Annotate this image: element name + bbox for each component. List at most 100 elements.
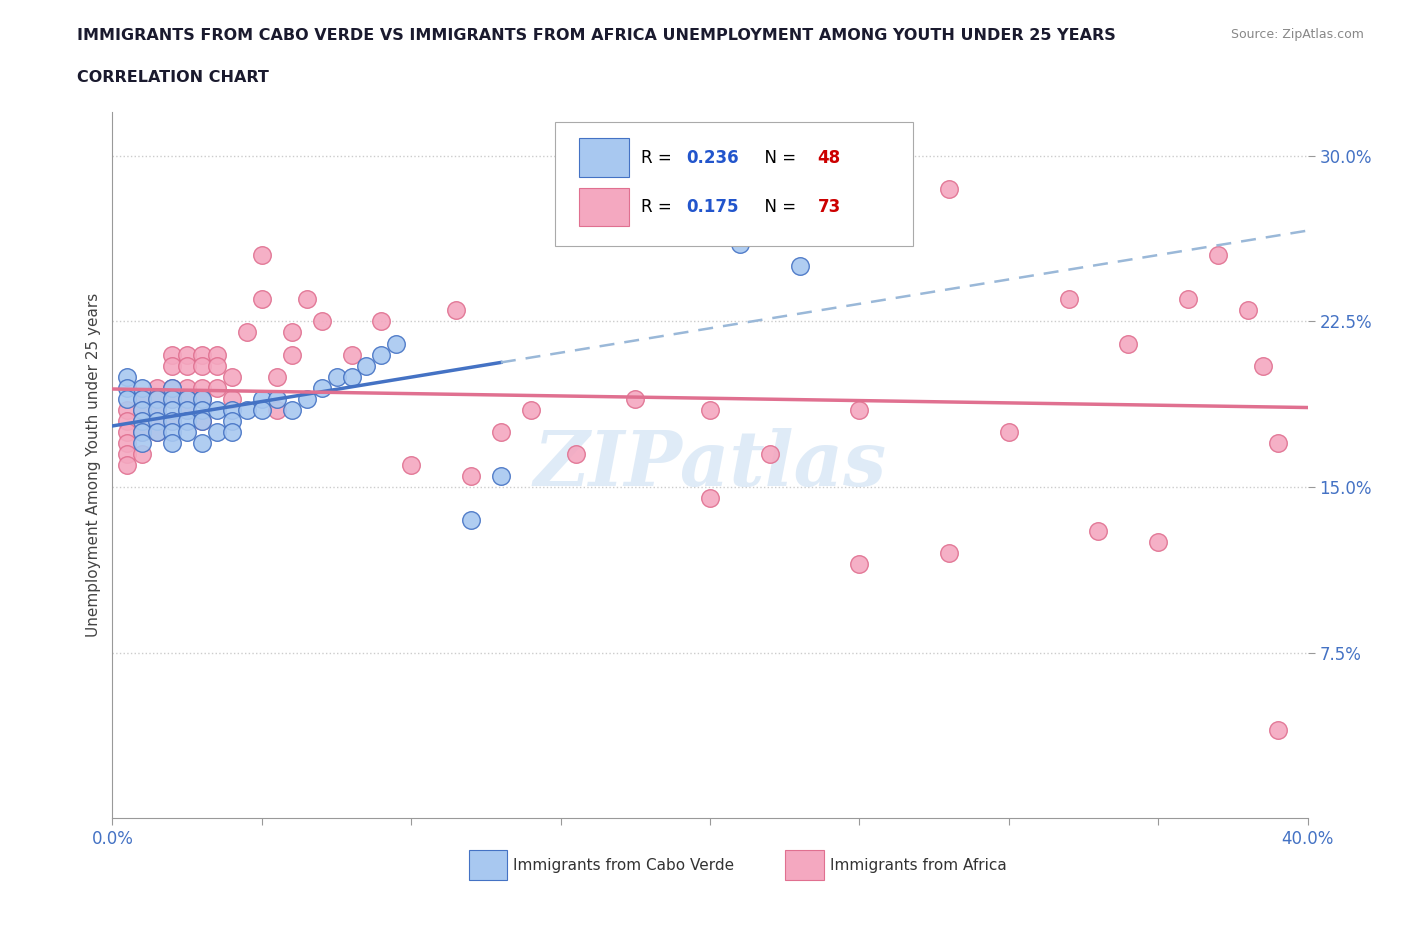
Point: [460, 512, 482, 527]
Point: [117, 435, 139, 450]
Point: [117, 446, 139, 461]
Point: [205, 347, 228, 362]
Point: [250, 292, 273, 307]
Y-axis label: Unemployment Among Youth under 25 years: Unemployment Among Youth under 25 years: [86, 293, 101, 637]
Point: [131, 414, 153, 429]
Point: [908, 93, 931, 108]
Text: R =: R =: [641, 198, 676, 216]
Point: [117, 424, 139, 439]
Point: [117, 414, 139, 429]
Point: [162, 414, 183, 429]
Point: [162, 392, 183, 406]
Point: [191, 435, 214, 450]
Point: [236, 403, 259, 418]
Point: [131, 424, 153, 439]
Point: [356, 358, 378, 373]
Point: [1147, 535, 1170, 550]
Point: [624, 392, 647, 406]
Point: [162, 392, 183, 406]
Point: [162, 347, 183, 362]
FancyBboxPatch shape: [554, 122, 914, 246]
Point: [848, 557, 870, 572]
Point: [162, 424, 183, 439]
Point: [564, 446, 586, 461]
Point: [176, 392, 198, 406]
Text: 0.175: 0.175: [686, 198, 738, 216]
Point: [176, 347, 198, 362]
Point: [205, 424, 228, 439]
Point: [1057, 292, 1080, 307]
Point: [131, 435, 153, 450]
Point: [117, 403, 139, 418]
Point: [162, 403, 183, 418]
Point: [176, 403, 198, 418]
Text: 0.236: 0.236: [686, 149, 738, 166]
Point: [311, 314, 333, 329]
Point: [266, 369, 288, 384]
Point: [236, 326, 259, 340]
Point: [146, 424, 169, 439]
Point: [131, 446, 153, 461]
Point: [117, 369, 139, 384]
Text: CORRELATION CHART: CORRELATION CHART: [77, 70, 269, 85]
Text: ZIPatlas: ZIPatlas: [533, 428, 887, 502]
Point: [848, 403, 870, 418]
Point: [370, 347, 392, 362]
Point: [176, 380, 198, 395]
Point: [789, 259, 811, 273]
Point: [221, 369, 243, 384]
Point: [176, 358, 198, 373]
Point: [1267, 435, 1289, 450]
Point: [281, 403, 304, 418]
Point: [131, 403, 153, 418]
Point: [176, 392, 198, 406]
Point: [162, 435, 183, 450]
FancyBboxPatch shape: [468, 850, 508, 880]
Point: [146, 424, 169, 439]
Point: [444, 303, 467, 318]
Point: [176, 414, 198, 429]
Point: [117, 380, 139, 395]
Point: [266, 403, 288, 418]
Point: [340, 369, 363, 384]
Point: [311, 380, 333, 395]
Point: [250, 247, 273, 262]
Point: [520, 403, 543, 418]
Point: [176, 403, 198, 418]
Point: [759, 446, 782, 461]
Point: [176, 424, 198, 439]
Point: [938, 546, 960, 561]
Point: [146, 414, 169, 429]
Text: Source: ZipAtlas.com: Source: ZipAtlas.com: [1230, 28, 1364, 41]
Point: [131, 392, 153, 406]
Point: [295, 392, 318, 406]
Point: [146, 414, 169, 429]
Point: [162, 380, 183, 395]
Point: [460, 469, 482, 484]
Text: N =: N =: [754, 198, 801, 216]
Point: [117, 392, 139, 406]
Point: [162, 358, 183, 373]
Point: [131, 380, 153, 395]
Point: [191, 392, 214, 406]
Point: [205, 358, 228, 373]
Point: [340, 347, 363, 362]
Point: [205, 403, 228, 418]
Point: [117, 458, 139, 472]
Point: [250, 392, 273, 406]
Point: [191, 380, 214, 395]
Point: [1087, 524, 1109, 538]
Point: [489, 424, 512, 439]
Point: [266, 392, 288, 406]
Point: [728, 237, 751, 252]
Point: [131, 424, 153, 439]
Point: [162, 380, 183, 395]
FancyBboxPatch shape: [579, 139, 628, 177]
Point: [131, 392, 153, 406]
Point: [146, 392, 169, 406]
Point: [205, 380, 228, 395]
Point: [191, 414, 214, 429]
Point: [699, 403, 721, 418]
Text: Immigrants from Africa: Immigrants from Africa: [830, 857, 1007, 872]
Point: [162, 414, 183, 429]
